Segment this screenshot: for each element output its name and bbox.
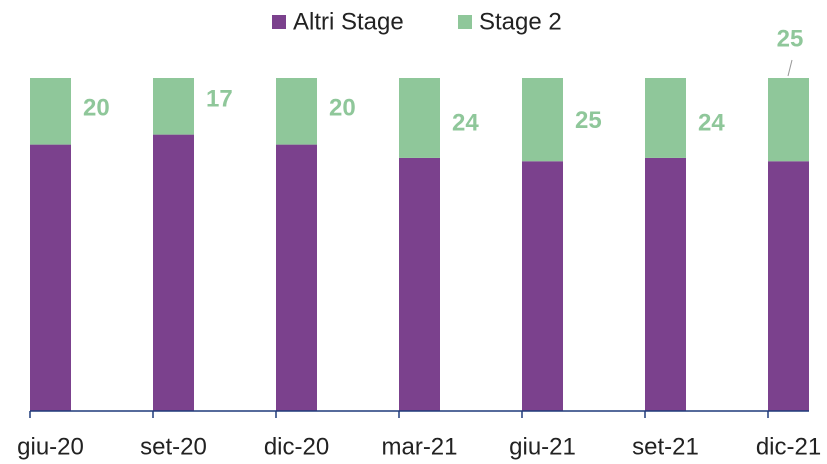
legend-label: Stage 2: [479, 8, 562, 35]
bar-segment: [153, 78, 194, 135]
data-label: 20: [83, 95, 110, 122]
bar-segment: [30, 78, 71, 145]
data-label: 17: [206, 86, 233, 113]
legend-swatch: [458, 15, 472, 29]
x-tick-label: mar-21: [381, 433, 457, 460]
x-tick-label: dic-20: [264, 433, 329, 460]
legend-label: Altri Stage: [293, 8, 404, 35]
x-tick-label: set-21: [632, 433, 699, 460]
bar-segment: [153, 134, 194, 412]
data-label: 20: [329, 95, 356, 122]
bar-segment: [645, 78, 686, 158]
bar-segment: [768, 78, 809, 162]
data-label: 25: [777, 25, 804, 52]
bar-segment: [30, 144, 71, 411]
leader-line: [787, 59, 793, 77]
x-tick-label: giu-20: [17, 433, 84, 460]
bar-segment: [768, 161, 809, 411]
legend-swatch: [272, 15, 286, 29]
data-label: 25: [575, 107, 602, 134]
bar-segment: [522, 78, 563, 162]
bar-segment: [399, 157, 440, 411]
bar-segment: [522, 161, 563, 411]
bar-segment: [399, 78, 440, 158]
x-tick-label: giu-21: [509, 433, 576, 460]
bar-segment: [645, 157, 686, 411]
x-tick-label: set-20: [140, 433, 207, 460]
x-tick-label: dic-21: [756, 433, 821, 460]
bar-segment: [276, 144, 317, 411]
data-label: 24: [452, 109, 479, 136]
bar-segment: [276, 78, 317, 145]
data-label: 24: [698, 109, 725, 136]
